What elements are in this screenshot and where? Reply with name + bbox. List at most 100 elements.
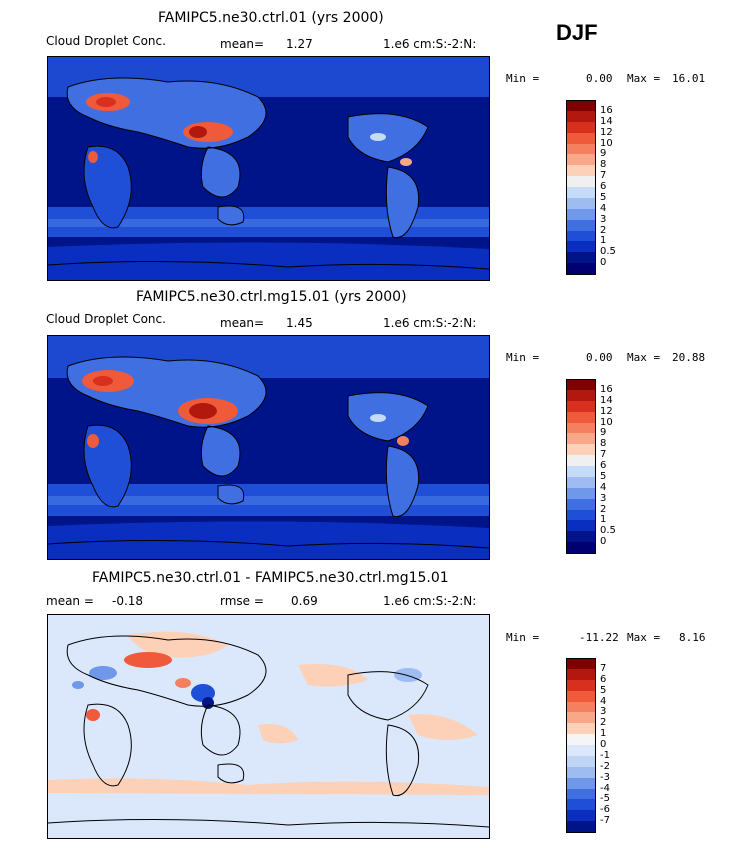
colorbar-swatch <box>566 379 596 391</box>
colorbar-swatch <box>566 422 596 434</box>
colorbar-swatch <box>566 723 596 735</box>
panel3-units: 1.e6 cm:S:-2:N: <box>383 594 477 608</box>
panel1-colorbar: 16 14 12 10 9 8 7 6 5 4 3 2 1 0.5 0 <box>566 100 646 275</box>
colorbar-swatch <box>566 411 596 423</box>
panel3-map <box>47 614 490 839</box>
colorbar-swatch <box>566 701 596 713</box>
panel2-map-svg <box>48 336 489 559</box>
colorbar-swatch <box>566 208 596 220</box>
panel2-field-label: Cloud Droplet Conc. <box>46 312 166 326</box>
panel3-min-value: -11.22 <box>579 631 619 644</box>
panel2-units: 1.e6 cm:S:-2:N: <box>383 316 477 330</box>
panel1-mean-value: 1.27 <box>286 37 313 51</box>
colorbar-tick-label: 7 <box>600 170 607 182</box>
colorbar-swatch <box>566 252 596 264</box>
colorbar-swatch <box>566 121 596 133</box>
panel2-title: FAMIPC5.ne30.ctrl.mg15.01 (yrs 2000) <box>136 289 407 305</box>
colorbar-swatch <box>566 679 596 691</box>
colorbar-swatch <box>566 531 596 543</box>
colorbar-swatch <box>566 821 596 833</box>
colorbar-swatch <box>566 658 596 670</box>
colorbar-swatch <box>566 110 596 122</box>
colorbar-tick-label: 14 <box>600 394 613 406</box>
colorbar-swatch <box>566 734 596 745</box>
panel1-mean-label: mean= <box>220 37 265 51</box>
colorbar-tick-label: 3 <box>600 706 607 718</box>
panel2-max-value: 20.88 <box>672 351 706 364</box>
colorbar-tick-label: 9 <box>600 427 607 439</box>
colorbar-tick-label: 5 <box>600 684 607 696</box>
colorbar-swatch <box>566 755 596 767</box>
colorbar-swatch <box>566 219 596 231</box>
colorbar-tick-label: 10 <box>600 416 613 428</box>
colorbar-swatch <box>566 444 596 456</box>
colorbar-tick-label: -3 <box>600 771 610 783</box>
colorbar-tick-label: -1 <box>600 749 610 761</box>
colorbar-swatch <box>566 132 596 144</box>
colorbar-tick-label: 7 <box>600 662 607 674</box>
colorbar-tick-label: 2 <box>600 717 607 729</box>
colorbar-tick-label: 12 <box>600 405 613 417</box>
panel1-field-label: Cloud Droplet Conc. <box>46 34 166 48</box>
colorbar-tick-label: 6 <box>600 181 607 192</box>
colorbar-tick-label: 12 <box>600 126 613 138</box>
colorbar-swatch <box>566 230 596 242</box>
colorbar-swatch <box>566 712 596 724</box>
colorbar-tick-label: 1 <box>600 514 607 526</box>
panel3-rmse-value: 0.69 <box>291 594 318 608</box>
panel2-mean-value: 1.45 <box>286 316 313 330</box>
colorbar-tick-label: 2 <box>600 503 607 515</box>
panel1-map-svg <box>48 57 489 280</box>
colorbar-swatch <box>566 433 596 445</box>
panel3-map-svg <box>48 615 489 838</box>
colorbar-tick-label: 9 <box>600 148 607 160</box>
colorbar-swatch <box>566 466 596 477</box>
panel3-colorbar: 7 6 5 4 3 2 1 0 -1 -2 -3 -4 -5 -6 -7 <box>566 658 646 833</box>
panel3-min-label: Min = <box>506 631 540 644</box>
colorbar-tick-label: 1 <box>600 235 607 247</box>
colorbar-swatch <box>566 143 596 155</box>
colorbar-tick-label: 4 <box>600 202 607 214</box>
colorbar-tick-label: 8 <box>600 159 607 171</box>
colorbar-swatch <box>566 389 596 401</box>
colorbar-tick-label: 10 <box>600 137 613 149</box>
panel3-rmse-label: rmse = <box>220 594 264 608</box>
colorbar-swatch <box>566 498 596 510</box>
panel1-min-value: 0.00 <box>586 72 613 85</box>
colorbar-tick-label: 4 <box>600 481 607 493</box>
panel3-max-value: 8.16 <box>679 631 706 644</box>
colorbar-swatch <box>566 100 596 112</box>
colorbar-swatch <box>566 777 596 789</box>
colorbar-tick-label: 4 <box>600 695 607 707</box>
panel1-min-label: Min = <box>506 72 540 85</box>
colorbar-swatch <box>566 263 596 275</box>
colorbar-tick-label: 7 <box>600 449 607 461</box>
colorbar-swatch <box>566 520 596 532</box>
panel3-max-label: Max = <box>627 631 661 644</box>
colorbar-tick-label: 0 <box>600 257 607 269</box>
panel1-max-value: 16.01 <box>672 72 706 85</box>
colorbar-tick-label: -6 <box>600 804 610 816</box>
colorbar-swatch <box>566 766 596 778</box>
panel1-units: 1.e6 cm:S:-2:N: <box>383 37 477 51</box>
colorbar-tick-label: 0 <box>600 739 607 750</box>
colorbar-tick-label: 2 <box>600 224 607 236</box>
colorbar-tick-label: -7 <box>600 815 610 827</box>
colorbar-tick-label: 14 <box>600 115 613 127</box>
colorbar-swatch <box>566 154 596 166</box>
colorbar-swatch <box>566 400 596 412</box>
panel1-map <box>47 56 490 281</box>
colorbar-tick-label: 0 <box>600 536 607 548</box>
colorbar-swatch <box>566 187 596 198</box>
colorbar-swatch <box>566 476 596 488</box>
colorbar-tick-label: 0.5 <box>600 525 616 537</box>
panel2-min-value: 0.00 <box>586 351 613 364</box>
panel2-map <box>47 335 490 560</box>
colorbar-tick-label: -2 <box>600 760 610 772</box>
colorbar-tick-label: 8 <box>600 438 607 450</box>
colorbar-swatch <box>566 241 596 253</box>
colorbar-tick-label: 5 <box>600 191 607 203</box>
panel2-colorbar: 16 14 12 10 9 8 7 6 5 4 3 2 1 0.5 0 <box>566 379 646 554</box>
panel2-max-label: Max = <box>627 351 661 364</box>
colorbar-tick-label: 0.5 <box>600 246 616 258</box>
